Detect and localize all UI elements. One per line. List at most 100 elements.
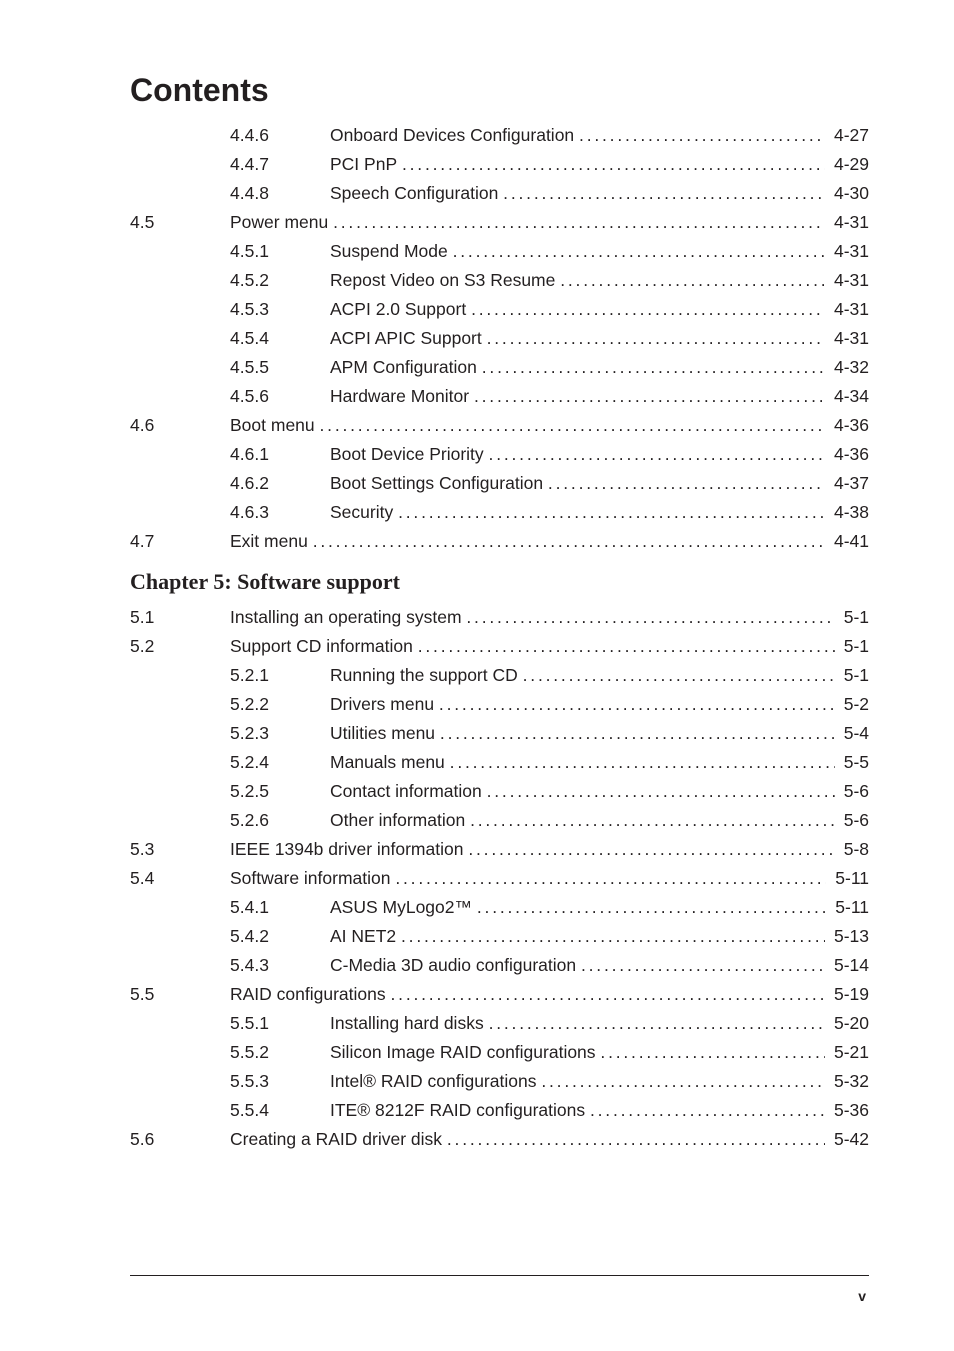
- toc-entry: 5.5.3Intel® RAID configurations 5-32: [130, 1073, 869, 1091]
- toc-entry: 5.5.1Installing hard disks 5-20: [130, 1015, 869, 1033]
- toc-subsection-number: 4.5.3: [230, 301, 330, 319]
- toc-page-number: 5-11: [826, 870, 869, 888]
- toc-leader-dots: [487, 330, 826, 348]
- toc-leader-dots: [579, 127, 825, 145]
- toc-leader-dots: [440, 725, 835, 743]
- toc-subsection-number: 5.2.5: [230, 783, 330, 801]
- toc-label: Support CD information: [230, 638, 418, 656]
- toc-page-number: 4-36: [825, 446, 869, 464]
- toc-label: ACPI APIC Support: [330, 330, 487, 348]
- toc-leader-dots: [503, 185, 825, 203]
- toc-page-number: 5-1: [835, 667, 869, 685]
- toc-label: Power menu: [230, 214, 333, 232]
- toc-section-number: 4.7: [130, 533, 230, 551]
- toc-leader-dots: [402, 156, 825, 174]
- toc-label: ITE® 8212F RAID configurations: [330, 1102, 590, 1120]
- toc-block-1: 4.4.6Onboard Devices Configuration 4-27 4…: [130, 127, 869, 551]
- toc-page-number: 4-34: [825, 388, 869, 406]
- toc-page-number: 4-30: [825, 185, 869, 203]
- toc-leader-dots: [313, 533, 825, 551]
- toc-subsection-number: 5.5.4: [230, 1102, 330, 1120]
- toc-page-number: 5-42: [825, 1131, 869, 1149]
- toc-leader-dots: [489, 446, 826, 464]
- toc-page-number: 5-1: [835, 638, 869, 656]
- toc-subsection-number: 4.6.2: [230, 475, 330, 493]
- toc-entry: 5.4.3C-Media 3D audio configuration 5-14: [130, 957, 869, 975]
- toc-entry: 4.6Boot menu 4-36: [130, 417, 869, 435]
- toc-leader-dots: [468, 841, 835, 859]
- toc-label: Exit menu: [230, 533, 313, 551]
- toc-entry: 5.5.4ITE® 8212F RAID configurations 5-36: [130, 1102, 869, 1120]
- toc-page-number: 4-27: [825, 127, 869, 145]
- footer-page-number: v: [858, 1288, 866, 1304]
- toc-entry: 5.2.6Other information 5-6: [130, 812, 869, 830]
- toc-label: PCI PnP: [330, 156, 402, 174]
- toc-leader-dots: [471, 301, 825, 319]
- toc-label: Speech Configuration: [330, 185, 503, 203]
- toc-subsection-number: 4.4.7: [230, 156, 330, 174]
- toc-entry: 4.6.2Boot Settings Configuration 4-37: [130, 475, 869, 493]
- toc-entry: 5.2.3Utilities menu 5-4: [130, 725, 869, 743]
- toc-leader-dots: [395, 870, 826, 888]
- toc-entry: 5.4.2AI NET2 5-13: [130, 928, 869, 946]
- toc-leader-dots: [447, 1131, 825, 1149]
- toc-entry: 4.5.4ACPI APIC Support 4-31: [130, 330, 869, 348]
- toc-label: RAID configurations: [230, 986, 391, 1004]
- toc-label: ACPI 2.0 Support: [330, 301, 471, 319]
- toc-page-number: 4-29: [825, 156, 869, 174]
- toc-entry: 5.4.1ASUS MyLogo2™ 5-11: [130, 899, 869, 917]
- toc-page-number: 5-32: [825, 1073, 869, 1091]
- toc-entry: 4.5.1Suspend Mode 4-31: [130, 243, 869, 261]
- toc-section-number: 5.4: [130, 870, 230, 888]
- toc-label: Running the support CD: [330, 667, 523, 685]
- toc-page-number: 4-31: [825, 272, 869, 290]
- toc-label: Boot Device Priority: [330, 446, 489, 464]
- toc-page-number: 4-38: [825, 504, 869, 522]
- toc-subsection-number: 4.5.4: [230, 330, 330, 348]
- toc-label: Suspend Mode: [330, 243, 453, 261]
- toc-page-number: 5-11: [826, 899, 869, 917]
- toc-page-number: 4-37: [825, 475, 869, 493]
- toc-page-number: 5-5: [835, 754, 869, 772]
- toc-page-number: 5-4: [835, 725, 869, 743]
- toc-page-number: 5-20: [825, 1015, 869, 1033]
- toc-page-number: 5-36: [825, 1102, 869, 1120]
- footer-divider: [130, 1275, 869, 1276]
- toc-entry: 5.2.4Manuals menu 5-5: [130, 754, 869, 772]
- toc-subsection-number: 4.6.1: [230, 446, 330, 464]
- toc-entry: 4.6.3Security 4-38: [130, 504, 869, 522]
- toc-entry: 4.5.6Hardware Monitor 4-34: [130, 388, 869, 406]
- toc-leader-dots: [581, 957, 825, 975]
- toc-label: Intel® RAID configurations: [330, 1073, 541, 1091]
- toc-label: Boot Settings Configuration: [330, 475, 548, 493]
- toc-label: Onboard Devices Configuration: [330, 127, 579, 145]
- toc-leader-dots: [482, 359, 825, 377]
- toc-subsection-number: 4.5.6: [230, 388, 330, 406]
- toc-page-number: 4-31: [825, 301, 869, 319]
- toc-subsection-number: 4.4.6: [230, 127, 330, 145]
- toc-page-number: 5-8: [835, 841, 869, 859]
- toc-page-number: 5-2: [835, 696, 869, 714]
- toc-subsection-number: 5.2.6: [230, 812, 330, 830]
- toc-block-2: 5.1Installing an operating system 5-1 5.2…: [130, 609, 869, 1149]
- toc-leader-dots: [487, 783, 835, 801]
- toc-subsection-number: 5.4.2: [230, 928, 330, 946]
- toc-entry: 5.1Installing an operating system 5-1: [130, 609, 869, 627]
- toc-section-number: 4.5: [130, 214, 230, 232]
- toc-page-number: 4-31: [825, 330, 869, 348]
- toc-entry: 5.2.1Running the support CD 5-1: [130, 667, 869, 685]
- page-title: Contents: [130, 72, 869, 109]
- toc-leader-dots: [453, 243, 826, 261]
- toc-page-number: 5-21: [825, 1044, 869, 1062]
- toc-subsection-number: 5.2.3: [230, 725, 330, 743]
- toc-entry: 5.5.2Silicon Image RAID configurations 5…: [130, 1044, 869, 1062]
- toc-page-number: 4-31: [825, 243, 869, 261]
- toc-subsection-number: 5.4.3: [230, 957, 330, 975]
- toc-subsection-number: 4.5.2: [230, 272, 330, 290]
- toc-subsection-number: 4.5.1: [230, 243, 330, 261]
- toc-page-number: 4-41: [825, 533, 869, 551]
- toc-label: Utilities menu: [330, 725, 440, 743]
- toc-entry: 4.7Exit menu 4-41: [130, 533, 869, 551]
- toc-page-number: 5-19: [825, 986, 869, 1004]
- toc-label: Other information: [330, 812, 470, 830]
